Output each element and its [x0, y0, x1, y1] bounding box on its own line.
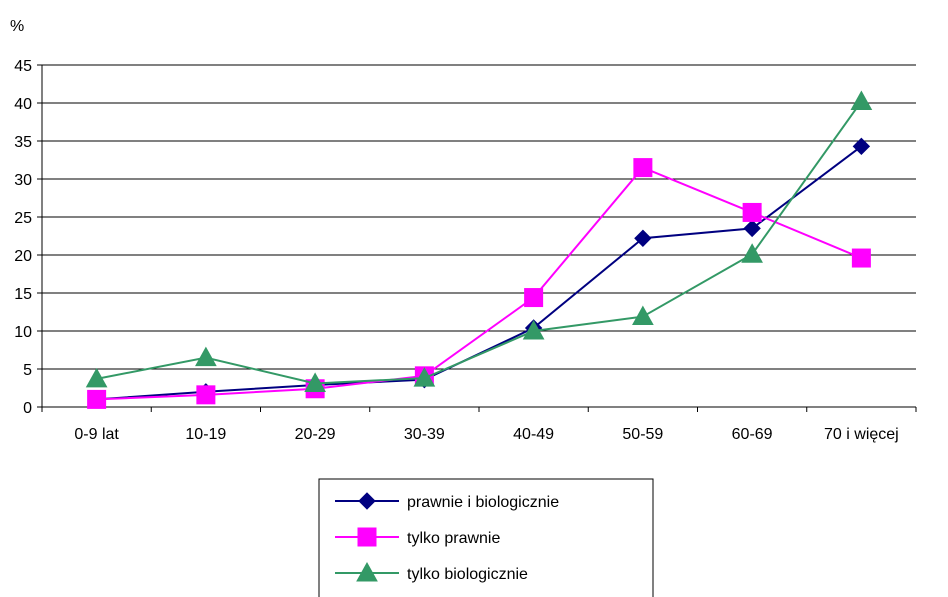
- data-point: [742, 202, 762, 222]
- x-tick-label: 20-29: [295, 426, 336, 443]
- x-tick-label: 10-19: [185, 426, 226, 443]
- legend-item: prawnie i biologicznie: [335, 492, 559, 511]
- legend-marker: [358, 492, 376, 510]
- legend-item: tylko biologicznie: [335, 561, 528, 583]
- data-point: [524, 288, 544, 308]
- y-tick-label: 5: [23, 362, 32, 379]
- y-tick-label: 25: [14, 210, 32, 227]
- x-tick-label: 0-9 lat: [74, 426, 119, 443]
- legend-label: tylko biologicznie: [407, 566, 528, 583]
- series-square: [87, 158, 871, 409]
- y-tick-label: 0: [23, 400, 32, 417]
- data-point: [196, 385, 216, 405]
- axes: [37, 64, 917, 412]
- legend-label: tylko prawnie: [407, 530, 500, 547]
- legend-marker: [356, 561, 378, 582]
- series-line: [96, 166, 862, 401]
- legend-label: prawnie i biologicznie: [407, 494, 559, 511]
- data-point: [85, 367, 108, 388]
- series-group: [85, 90, 873, 409]
- x-tick-label: 40-49: [513, 426, 554, 443]
- data-point: [851, 248, 871, 268]
- x-tick-label: 70 i więcej: [824, 426, 899, 443]
- series-line: [96, 100, 863, 385]
- x-tick-labels: 0-9 lat 10-19 20-29 30-39 40-49 50-59 60-69 70 …: [74, 426, 898, 443]
- data-point: [413, 367, 436, 387]
- y-tick-label: 45: [14, 58, 32, 75]
- data-point: [850, 90, 873, 110]
- legend: prawnie i biologicznie tylko prawnie tylko…: [318, 478, 654, 597]
- data-point: [195, 346, 217, 367]
- data-point: [852, 137, 871, 156]
- data-point: [634, 229, 652, 247]
- legend-marker: [357, 527, 377, 547]
- legend-item: tylko prawnie: [335, 527, 500, 547]
- data-point: [304, 372, 326, 392]
- gridlines: [42, 64, 916, 370]
- data-point: [743, 219, 761, 238]
- data-point: [522, 319, 545, 340]
- y-axis-label: %: [10, 18, 24, 35]
- data-point: [633, 158, 653, 178]
- x-tick-label: 50-59: [622, 426, 663, 443]
- y-tick-label: 30: [14, 172, 32, 189]
- data-point: [87, 389, 107, 409]
- y-tick-labels: 0 5 10 15 20 25 30 35 40 45: [14, 58, 32, 417]
- data-point: [741, 243, 763, 263]
- series-triangle: [85, 90, 873, 392]
- y-tick-label: 15: [14, 286, 32, 303]
- y-tick-label: 20: [14, 248, 32, 265]
- y-tick-label: 40: [14, 96, 32, 113]
- y-tick-label: 10: [14, 324, 32, 341]
- y-tick-label: 35: [14, 134, 32, 151]
- data-point: [632, 305, 654, 326]
- x-tick-label: 30-39: [404, 426, 445, 443]
- x-tick-label: 60-69: [732, 426, 773, 443]
